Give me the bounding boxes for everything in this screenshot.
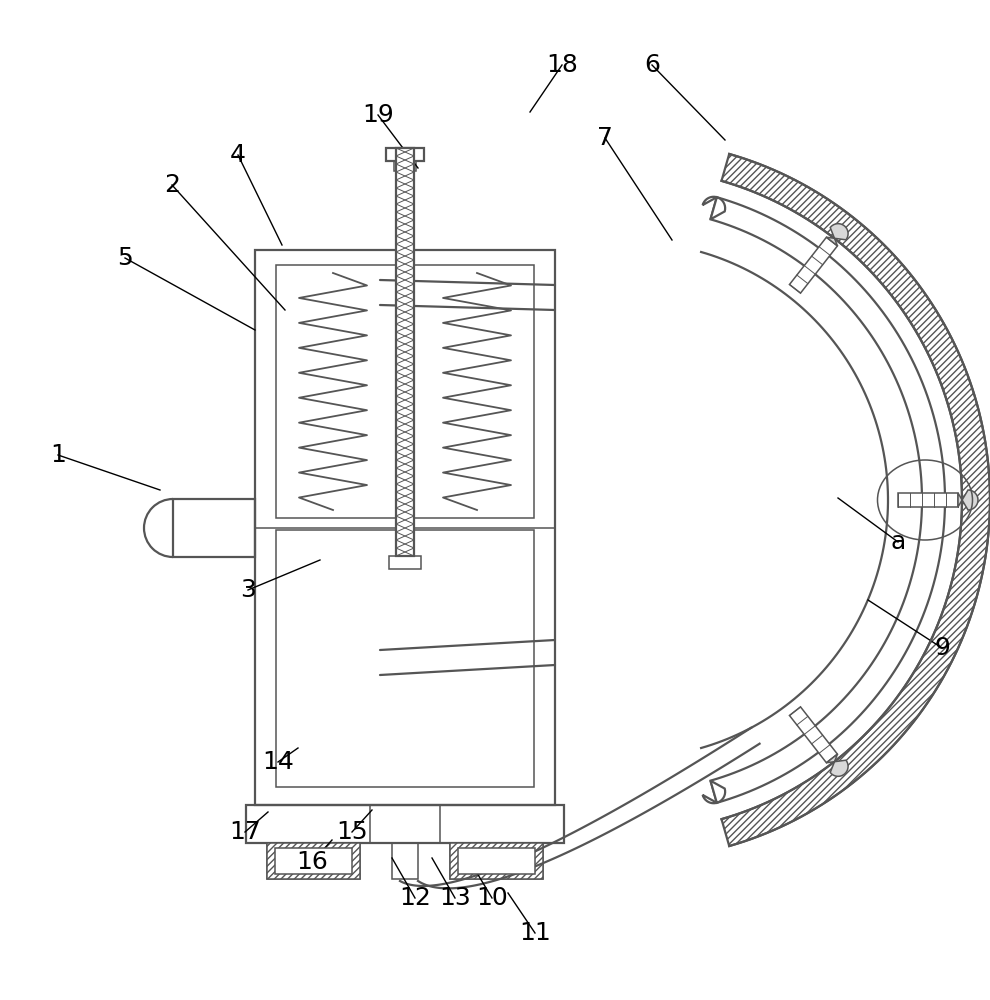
Polygon shape (827, 224, 848, 246)
Text: 19: 19 (362, 103, 394, 127)
Bar (450, 843, 543, 879)
Text: 2: 2 (164, 173, 180, 197)
Polygon shape (958, 490, 978, 510)
Polygon shape (703, 781, 725, 803)
Polygon shape (722, 154, 990, 846)
Bar (392, 843, 418, 879)
Text: 16: 16 (296, 850, 328, 874)
Polygon shape (898, 493, 958, 507)
Bar (394, 161, 416, 171)
Text: 7: 7 (597, 126, 613, 150)
Text: 6: 6 (644, 53, 660, 77)
Bar (389, 556, 421, 569)
Polygon shape (703, 197, 725, 219)
Text: 5: 5 (117, 246, 133, 270)
Bar (246, 805, 564, 843)
Bar (275, 848, 352, 874)
Bar (450, 843, 543, 879)
Text: 18: 18 (546, 53, 578, 77)
Bar (396, 148, 414, 556)
Bar (386, 148, 424, 161)
Polygon shape (711, 197, 945, 803)
Text: 3: 3 (240, 578, 256, 602)
Text: 12: 12 (399, 886, 431, 910)
Bar (458, 848, 535, 874)
Bar (255, 250, 555, 805)
Text: 17: 17 (229, 820, 261, 844)
Text: 13: 13 (440, 886, 471, 910)
Bar (267, 843, 360, 879)
Bar (276, 530, 534, 787)
Text: 14: 14 (262, 750, 294, 774)
Text: 11: 11 (519, 921, 550, 945)
Text: 15: 15 (337, 820, 368, 844)
Polygon shape (827, 754, 848, 776)
Text: 1: 1 (50, 443, 66, 467)
Text: 4: 4 (230, 143, 246, 167)
Text: a: a (890, 530, 906, 554)
Polygon shape (789, 707, 838, 763)
Bar (173, 499, 255, 557)
Bar (276, 265, 534, 518)
Bar (267, 843, 360, 879)
Text: 9: 9 (934, 636, 950, 660)
Polygon shape (789, 237, 838, 293)
Text: 10: 10 (476, 886, 508, 910)
